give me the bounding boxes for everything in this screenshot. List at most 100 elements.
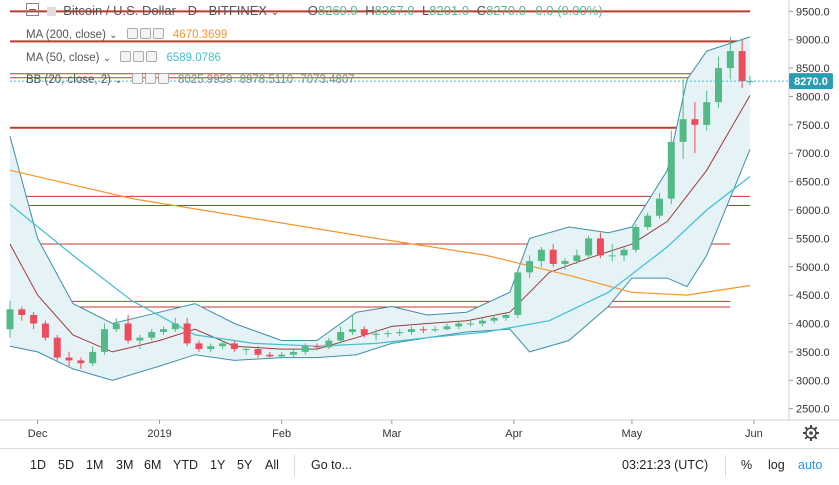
x-tick-label: 2019	[147, 428, 171, 440]
x-tick-label: Dec	[28, 428, 48, 440]
candle-body	[561, 261, 569, 264]
change-value: 0.0 (0.00%)	[535, 3, 603, 18]
auto-toggle[interactable]: auto	[798, 458, 823, 472]
ma200-value: 4670.3699	[172, 29, 228, 41]
gear-icon[interactable]	[144, 73, 156, 84]
legend-ma200[interactable]: MA (200, close) ⌄ 4670.3699	[26, 28, 227, 41]
log-toggle[interactable]: log	[768, 458, 785, 472]
close-icon[interactable]	[146, 51, 158, 62]
y-tick-label: 6500.0	[796, 177, 830, 189]
high-label: H	[365, 3, 375, 18]
range-1m[interactable]: 1M	[86, 458, 104, 472]
chevron-down-icon[interactable]: ⌄	[109, 30, 118, 41]
y-tick-label: 3000.0	[796, 375, 830, 387]
y-tick-label: 7500.0	[796, 120, 830, 132]
goto-button[interactable]: Go to...	[311, 458, 352, 472]
candle-body	[738, 51, 746, 82]
candle-body	[325, 340, 333, 348]
candle-body	[715, 68, 723, 103]
candle-body	[278, 354, 286, 357]
range-5d[interactable]: 5D	[58, 458, 74, 472]
candle-body	[419, 329, 427, 331]
bollinger-lower-line	[9, 149, 751, 381]
candle-body	[360, 329, 368, 335]
x-tick-label: Feb	[272, 428, 291, 440]
eye-icon[interactable]	[126, 28, 138, 39]
candle-body	[77, 360, 85, 364]
range-1y[interactable]: 1Y	[210, 458, 226, 472]
range-all[interactable]: All	[265, 458, 279, 472]
candle-body	[207, 346, 215, 350]
close-icon[interactable]	[152, 28, 164, 39]
collapse-icon[interactable]	[26, 3, 39, 16]
candle-body	[384, 333, 392, 335]
symbol-name[interactable]: Bitcoin / U.S. Dollar	[63, 3, 176, 18]
y-tick-label: 6000.0	[796, 205, 830, 217]
close-value: 8270.0	[486, 3, 526, 18]
candle-body	[266, 354, 274, 357]
symbol-header: Bitcoin / U.S. Dollar D BITFINEX ⌄ O8269…	[0, 3, 603, 18]
clock-time[interactable]: 03:21:23 (UTC)	[622, 458, 709, 472]
range-6m[interactable]: 6M	[144, 458, 162, 472]
candle-body	[372, 333, 380, 335]
candle-body	[573, 255, 581, 262]
y-tick-label: 3500.0	[796, 347, 830, 359]
candle-body	[431, 329, 439, 331]
chevron-down-icon[interactable]: ⌄	[114, 75, 123, 86]
candle-body	[407, 329, 415, 333]
percent-toggle[interactable]: %	[741, 458, 753, 472]
candle-body	[549, 249, 557, 264]
eye-icon[interactable]	[120, 51, 132, 62]
y-tick-label: 8000.0	[796, 91, 830, 103]
candle-body	[89, 351, 97, 364]
y-tick-label: 9500.0	[796, 6, 830, 18]
range-ytd[interactable]: YTD	[173, 458, 198, 472]
interval[interactable]: D	[187, 3, 197, 18]
settings-gear-icon[interactable]	[803, 425, 819, 441]
legend-bb[interactable]: BB (20, close, 2) ⌄ 8025.9959 8978.5110 …	[26, 73, 355, 86]
eye-icon[interactable]	[131, 73, 143, 84]
candle-body	[703, 102, 711, 125]
y-tick-label: 2500.0	[796, 404, 830, 416]
legend-ma50[interactable]: MA (50, close) ⌄ 6589.0786	[26, 51, 221, 64]
gear-icon[interactable]	[139, 28, 151, 39]
candle-body	[53, 337, 61, 358]
chevron-down-icon[interactable]: ⌄	[102, 53, 112, 64]
range-5y[interactable]: 5Y	[237, 458, 253, 472]
candle-body	[537, 249, 545, 262]
candle-body	[443, 326, 451, 330]
candle-body	[585, 238, 593, 256]
candle-body	[596, 238, 604, 256]
y-tick-label: 5500.0	[796, 233, 830, 245]
bottom-toolbar: 1D 5D 1M 3M 6M YTD 1Y 5Y All Go to... 03…	[0, 448, 839, 485]
candle-body	[230, 343, 238, 350]
exchange[interactable]: BITFINEX	[208, 3, 268, 18]
y-tick-label: 4000.0	[796, 319, 830, 331]
candle-body	[195, 343, 203, 350]
bb-upper-value: 8978.5110	[239, 74, 294, 86]
ma50-value: 6589.0786	[166, 52, 221, 64]
candle-body	[313, 346, 321, 348]
candle-body	[171, 323, 179, 330]
candle-body	[160, 329, 168, 333]
candle-body	[6, 309, 14, 330]
x-tick-label: Mar	[382, 428, 401, 440]
y-tick-label: 5000.0	[796, 262, 830, 274]
chevron-down-icon[interactable]: ⌄	[270, 7, 280, 18]
candle-body	[526, 261, 534, 273]
range-3m[interactable]: 3M	[116, 458, 134, 472]
candle-body	[30, 315, 38, 324]
close-icon[interactable]	[157, 73, 169, 84]
candle-body	[455, 323, 463, 327]
candle-body	[289, 351, 297, 355]
bb-lower-value: 7073.4807	[300, 74, 355, 86]
ohlc-values: O8269.9 H8367.0 L8201.0 C8270.0 0.0 (0.0…	[308, 3, 603, 18]
low-value: 8201.0	[429, 3, 470, 18]
low-label: L	[422, 3, 430, 18]
gear-icon[interactable]	[133, 51, 145, 62]
candle-body	[691, 119, 699, 125]
range-1d[interactable]: 1D	[30, 458, 46, 472]
time-axis-labels: Dec 2019 Feb Mar Apr May Jun	[28, 420, 763, 440]
candle-body	[41, 323, 49, 338]
